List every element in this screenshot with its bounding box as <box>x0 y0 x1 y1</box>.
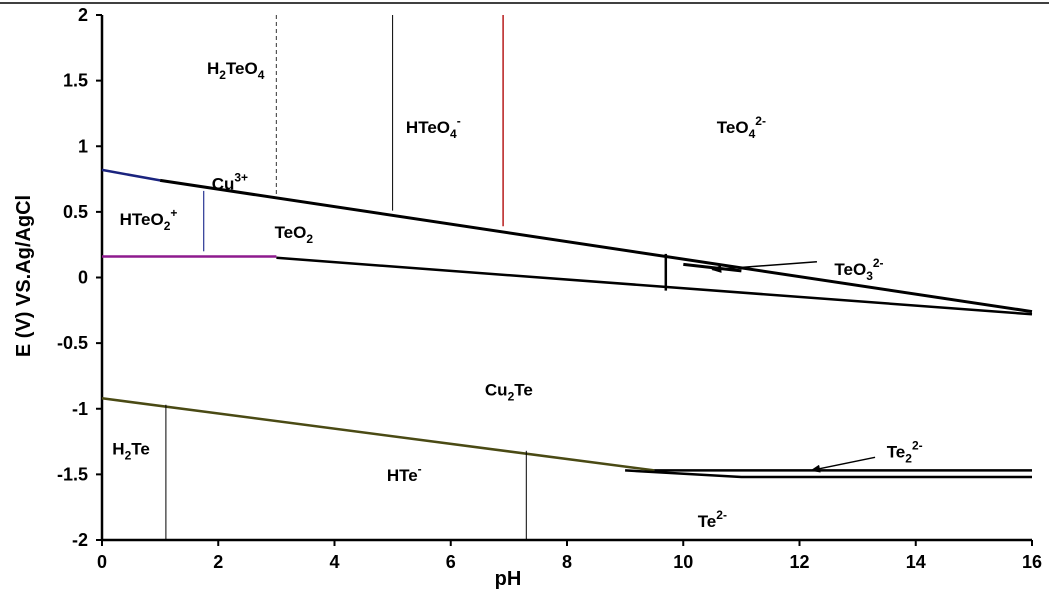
boundary-upper-main <box>159 178 1033 314</box>
region-labels: H2TeO4 HTeO4- TeO42- Cu3+ HTeO2+ TeO2 TeO32- Cu… <box>112 59 922 531</box>
region-label-hteo4: HTeO4- <box>406 114 461 141</box>
x-tick-label: 16 <box>1022 552 1042 572</box>
region-label-hteo2: HTeO2+ <box>120 206 178 233</box>
x-tick-label: 10 <box>673 552 693 572</box>
y-tick-label: 1.5 <box>63 71 88 91</box>
y-tick-label: -0.5 <box>57 333 88 353</box>
region-label-hte: HTe- <box>387 462 422 485</box>
region-label-cu3: Cu3+ <box>212 171 248 194</box>
y-tick-label: -2 <box>72 530 88 550</box>
boundary-te-lower-step <box>625 469 1032 479</box>
boundary-cu2te-lower-olive <box>101 397 655 472</box>
x-tick-label: 2 <box>213 552 223 572</box>
boundary-lower-main <box>276 256 1033 316</box>
y-tick-label: 1 <box>78 136 88 156</box>
region-label-te: Te2- <box>698 508 727 531</box>
y-tick-label: 0.5 <box>63 202 88 222</box>
x-tick-label: 12 <box>789 552 809 572</box>
y-tick-label: -1 <box>72 399 88 419</box>
x-tick-label: 4 <box>329 552 339 572</box>
y-tick-label: 2 <box>78 5 88 25</box>
y-axis-title: E (V) VS.Ag/AgCl <box>13 195 35 357</box>
axis-ticks: 0 2 4 6 8 10 12 14 16 2 1.5 1 0.5 0 -0.5 -1 -1.5 -2 <box>57 5 1042 572</box>
plot-area <box>0 2 1049 542</box>
region-label-h2teo4: H2TeO4 <box>207 59 265 82</box>
region-label-teo4: TeO42- <box>717 114 766 141</box>
x-tick-label: 0 <box>97 552 107 572</box>
boundary-cu3-upper-navy <box>101 168 161 182</box>
x-tick-label: 6 <box>446 552 456 572</box>
x-axis-title: pH <box>495 568 522 590</box>
x-tick-label: 14 <box>906 552 926 572</box>
region-label-te2: Te22- <box>887 438 923 465</box>
region-label-cu2te: Cu2Te <box>485 381 533 404</box>
y-tick-label: -1.5 <box>57 464 88 484</box>
region-label-teo2: TeO2 <box>275 223 314 246</box>
arrow-teo3-arrow <box>711 261 817 273</box>
x-tick-label: 8 <box>562 552 572 572</box>
region-label-teo3: TeO32- <box>834 256 883 283</box>
region-label-h2te: H2Te <box>112 440 150 463</box>
y-tick-label: 0 <box>78 268 88 288</box>
arrow-te2-arrow <box>810 456 876 473</box>
